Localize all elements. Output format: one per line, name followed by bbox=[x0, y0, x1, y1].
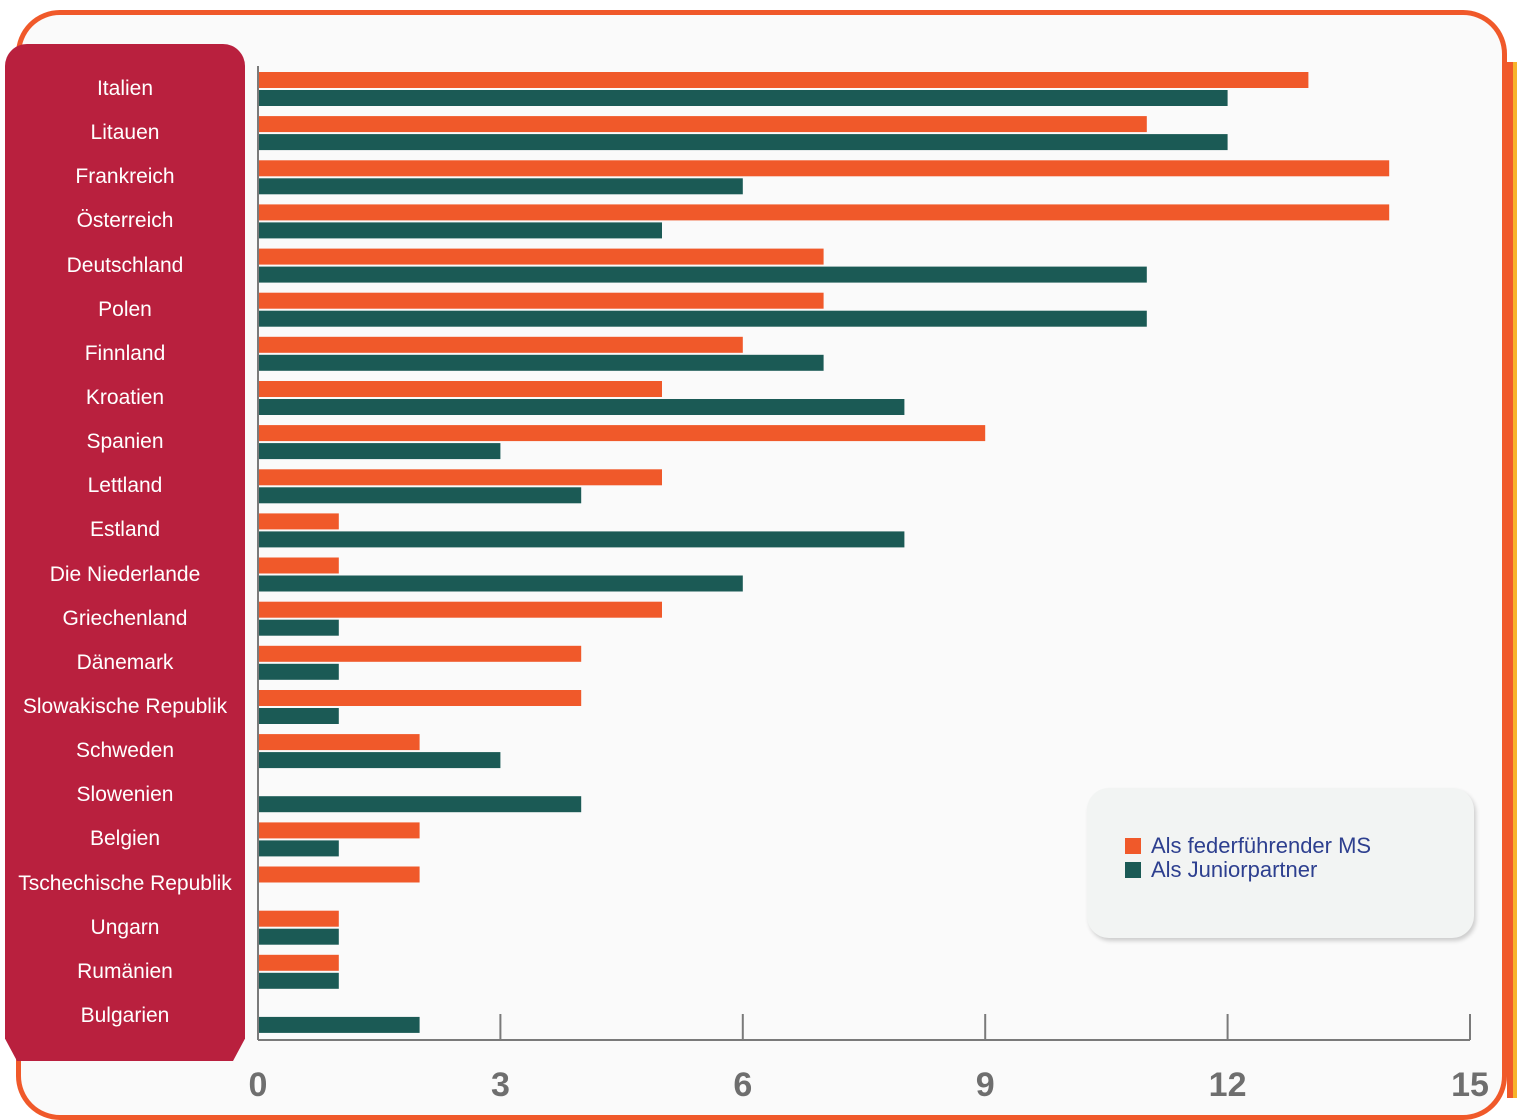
bar-junior bbox=[258, 178, 743, 195]
bar-junior bbox=[258, 266, 1147, 283]
bar-lead bbox=[258, 734, 420, 751]
x-tick-label: 6 bbox=[733, 1066, 752, 1098]
bar-lead bbox=[258, 248, 824, 265]
category-label: Lettland bbox=[87, 474, 163, 498]
category-label: Frankreich bbox=[75, 165, 175, 189]
legend-swatch-junior bbox=[1125, 862, 1141, 878]
bar-lead bbox=[258, 116, 1147, 133]
chart-legend: Als federführender MS Als Juniorpartner bbox=[1087, 788, 1474, 938]
bar-lead bbox=[258, 381, 662, 397]
bar-lead bbox=[258, 204, 1390, 221]
category-label-panel: Italien Litauen Frankreich Österreich Deutsc… bbox=[5, 44, 245, 1061]
x-tick-label: 12 bbox=[1209, 1066, 1247, 1098]
bar-lead bbox=[258, 72, 1309, 88]
bar-junior bbox=[258, 310, 1147, 327]
category-label: Slowenien bbox=[76, 783, 174, 807]
legend-label-junior: Als Juniorpartner bbox=[1151, 857, 1318, 882]
bar-junior bbox=[258, 752, 501, 769]
x-tick-label: 0 bbox=[249, 1066, 268, 1098]
bar-lead bbox=[258, 513, 339, 530]
bar-junior bbox=[258, 1016, 420, 1033]
legend-item-junior: Als Juniorpartner bbox=[1125, 857, 1318, 882]
category-label: Griechenland bbox=[62, 606, 188, 630]
x-tick-label: 15 bbox=[1451, 1066, 1489, 1098]
category-label: Dänemark bbox=[76, 650, 174, 674]
right-accent-stripe bbox=[1507, 62, 1517, 1098]
bar-junior bbox=[258, 796, 582, 813]
category-label: Deutschland bbox=[66, 253, 184, 277]
x-tick-label: 9 bbox=[976, 1066, 995, 1098]
bar-junior bbox=[258, 531, 905, 548]
category-label: Schweden bbox=[75, 739, 175, 763]
legend-item-lead: Als federführender MS bbox=[1125, 833, 1372, 858]
bar-junior bbox=[258, 134, 1228, 151]
bar-junior bbox=[258, 663, 339, 680]
bar-junior bbox=[258, 708, 339, 724]
category-label: Kroatien bbox=[85, 385, 165, 409]
bar-junior bbox=[258, 575, 743, 592]
bar-lead bbox=[258, 292, 824, 309]
category-label: Slowakische Republik bbox=[22, 694, 228, 718]
bar-lead bbox=[258, 954, 339, 971]
category-label: Rumänien bbox=[77, 959, 173, 983]
bar-lead bbox=[258, 866, 420, 883]
category-label: Tschechische Republik bbox=[18, 871, 232, 895]
category-label: Ungarn bbox=[90, 915, 160, 939]
category-label: Polen bbox=[98, 297, 152, 321]
category-label: Italien bbox=[96, 77, 154, 100]
category-label: Die Niederlande bbox=[49, 562, 201, 586]
bar-lead bbox=[258, 645, 582, 662]
bar-lead bbox=[258, 601, 662, 618]
bar-junior bbox=[258, 928, 339, 945]
legend-swatch-lead bbox=[1125, 838, 1141, 854]
category-label: Österreich bbox=[76, 209, 174, 233]
bar-junior bbox=[258, 443, 501, 460]
legend-label-lead: Als federführender MS bbox=[1151, 833, 1372, 858]
bar-lead bbox=[258, 822, 420, 839]
category-label: Estland bbox=[89, 518, 161, 542]
bar-lead bbox=[258, 690, 582, 706]
category-label: Litauen bbox=[90, 121, 160, 145]
bar-junior bbox=[258, 90, 1228, 106]
category-label: Bulgarien bbox=[80, 1003, 170, 1027]
category-label: Spanien bbox=[86, 430, 164, 454]
bar-junior bbox=[258, 840, 339, 857]
bar-junior bbox=[258, 399, 905, 415]
bar-junior bbox=[258, 222, 662, 239]
category-label: Belgien bbox=[89, 827, 161, 851]
bar-lead bbox=[258, 557, 339, 574]
bar-lead bbox=[258, 910, 339, 927]
bar-lead bbox=[258, 336, 743, 353]
x-tick-label: 3 bbox=[491, 1066, 510, 1098]
category-label: Finnland bbox=[84, 341, 166, 365]
bar-junior bbox=[258, 972, 339, 989]
bar-lead bbox=[258, 469, 662, 486]
bar-lead bbox=[258, 160, 1390, 177]
bar-junior bbox=[258, 619, 339, 636]
bar-junior bbox=[258, 487, 582, 504]
bar-junior bbox=[258, 354, 824, 371]
bar-lead bbox=[258, 425, 986, 442]
